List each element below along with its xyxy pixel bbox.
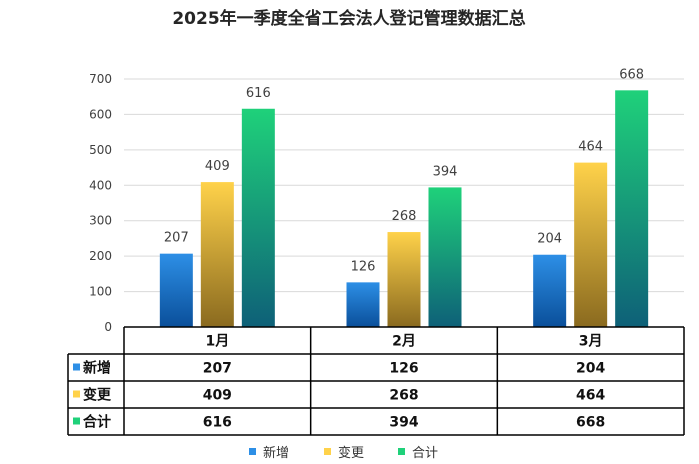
data-label: 204 <box>537 232 562 247</box>
legend-swatch <box>324 448 331 455</box>
legend-entry: 变更 <box>338 445 364 461</box>
data-label: 616 <box>246 86 271 101</box>
chart-title: 2025年一季度全省工会法人登记管理数据汇总 <box>172 8 525 29</box>
y-tick-label: 700 <box>89 72 112 86</box>
data-label: 409 <box>205 159 230 174</box>
bar-新增-3月 <box>533 254 567 327</box>
table-series-swatch <box>73 363 80 371</box>
x-tick-label: 3月 <box>579 334 603 350</box>
data-label: 268 <box>392 209 417 224</box>
bar-变更-1月 <box>200 182 234 327</box>
x-tick-label: 1月 <box>205 334 229 350</box>
legend-entry: 合计 <box>412 446 438 461</box>
legend-entry: 新增 <box>263 445 289 461</box>
table-cell: 204 <box>576 361 605 377</box>
table-cell: 126 <box>389 361 418 377</box>
legend-swatch <box>398 448 405 455</box>
data-label: 207 <box>164 231 189 246</box>
bars <box>159 90 649 327</box>
y-tick-label: 100 <box>89 285 112 299</box>
data-label: 126 <box>351 259 376 274</box>
table-series-swatch <box>73 417 80 425</box>
bar-新增-2月 <box>346 282 380 327</box>
y-tick-label: 500 <box>89 143 112 157</box>
bar-变更-2月 <box>387 232 421 327</box>
y-tick-label: 400 <box>89 178 112 192</box>
table-cell: 464 <box>576 388 605 404</box>
table-cell: 207 <box>203 361 232 377</box>
table-cell: 668 <box>576 415 605 431</box>
y-tick-label: 0 <box>104 320 112 334</box>
table-cell: 394 <box>389 415 418 431</box>
table-series-swatch <box>73 390 80 398</box>
bar-新增-1月 <box>159 253 193 327</box>
legend: 新增 变更 合计 <box>249 445 438 461</box>
y-tick-label: 300 <box>89 214 112 228</box>
table-series-name: 合计 <box>83 414 111 431</box>
table-cell: 409 <box>203 388 232 404</box>
y-tick-label: 200 <box>89 249 112 263</box>
data-label: 464 <box>578 140 603 155</box>
x-tick-label: 2月 <box>392 334 416 350</box>
bar-合计-2月 <box>428 187 462 327</box>
data-labels: 207 409 616 126 268 394 204 464 668 <box>164 67 644 274</box>
bar-变更-3月 <box>574 162 608 327</box>
y-axis: 0 100 200 300 400 500 600 700 <box>89 72 112 334</box>
table-cell: 268 <box>389 388 418 404</box>
table-cell: 616 <box>203 415 232 431</box>
data-label: 668 <box>619 67 644 82</box>
bar-合计-3月 <box>615 90 649 327</box>
data-label: 394 <box>433 164 458 179</box>
y-tick-label: 600 <box>89 107 112 121</box>
table-series-name: 新增 <box>83 360 111 377</box>
legend-swatch <box>249 448 256 455</box>
bar-合计-1月 <box>241 108 275 327</box>
table-series-name: 变更 <box>83 387 112 404</box>
